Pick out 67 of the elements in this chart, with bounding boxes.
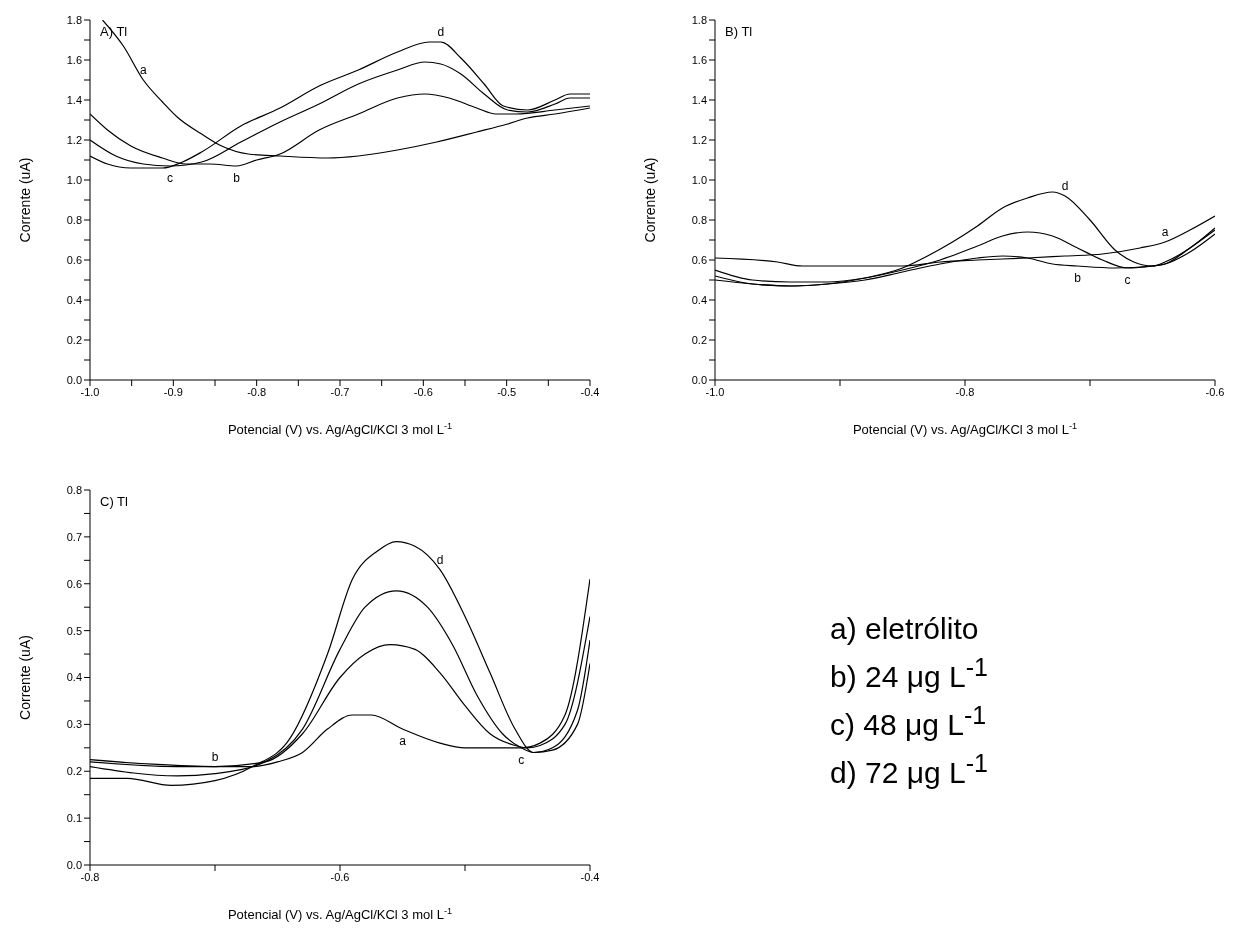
y-tick-label: 0.0 — [66, 858, 82, 871]
x-axis-title: Potencial (V) vs. Ag/AgCl/KCl 3 mol L$^{-1}$ — [227, 421, 453, 437]
x-tick-label: -0.8 — [80, 870, 100, 883]
series-label: a — [139, 63, 147, 77]
y-tick-label: 1.6 — [66, 53, 82, 66]
x-tick-label: -0.6 — [1205, 385, 1225, 398]
series-label: c — [518, 752, 525, 767]
x-tick-label: -0.9 — [163, 385, 183, 398]
x-tick-label: -1.0 — [705, 385, 725, 398]
chart-title: B) Tl — [725, 24, 753, 39]
y-tick-label: 1.2 — [66, 133, 82, 146]
series-label: b — [1074, 271, 1082, 285]
chart-title: C) Tl — [100, 494, 128, 509]
text: b) 24 μg L$^{-1}$ — [830, 652, 989, 695]
y-tick-label: 0.1 — [66, 812, 82, 825]
y-tick-label: 0.0 — [691, 373, 707, 386]
y-tick-label: 1.4 — [66, 93, 82, 106]
x-tick-label: -0.4 — [580, 870, 600, 883]
x-tick-label: -1.0 — [80, 385, 100, 398]
y-axis-title: Corrente (uA) — [16, 157, 33, 243]
y-axis-title: Corrente (uA) — [641, 157, 658, 243]
y-tick-label: 0.0 — [66, 373, 82, 386]
y-tick-label: 0.2 — [66, 333, 82, 346]
x-tick-label: -0.5 — [497, 385, 517, 398]
y-tick-label: 0.6 — [66, 253, 82, 266]
y-tick-label: 0.6 — [691, 253, 707, 266]
chart-title: A) Tl — [100, 24, 128, 39]
y-tick-label: 0.4 — [691, 293, 707, 306]
y-tick-label: 1.2 — [691, 133, 707, 146]
y-tick-label: 0.7 — [66, 530, 82, 543]
y-tick-label: 0.4 — [66, 293, 82, 306]
x-tick-label: -0.6 — [413, 385, 433, 398]
series-label: d — [1061, 179, 1069, 193]
y-tick-label: 1.8 — [66, 13, 82, 26]
series-label: b — [233, 171, 241, 185]
y-tick-label: 0.6 — [66, 577, 82, 590]
y-tick-label: 0.8 — [691, 213, 707, 226]
y-tick-label: 1.6 — [691, 53, 707, 66]
x-tick-label: -0.6 — [330, 870, 350, 883]
x-axis-title: Potencial (V) vs. Ag/AgCl/KCl 3 mol L$^{-1}$ — [227, 906, 453, 922]
y-tick-label: 1.8 — [691, 13, 707, 26]
x-axis-title: Potencial (V) vs. Ag/AgCl/KCl 3 mol L$^{-1}$ — [852, 421, 1078, 437]
series-label: c — [1124, 273, 1131, 287]
y-tick-label: 0.2 — [66, 765, 82, 778]
y-tick-label: 1.0 — [691, 173, 707, 186]
y-tick-label: 0.4 — [66, 671, 82, 684]
x-tick-label: -0.7 — [330, 385, 350, 398]
text: c) 48 μg L$^{-1}$ — [830, 700, 988, 743]
x-tick-label: -0.8 — [955, 385, 975, 398]
text: a) eletrólito — [830, 611, 980, 647]
y-tick-label: 1.0 — [66, 173, 82, 186]
series-label: a — [1161, 225, 1169, 239]
y-tick-label: 0.2 — [691, 333, 707, 346]
y-axis-title: Corrente (uA) — [16, 635, 33, 720]
y-tick-label: 0.8 — [66, 483, 82, 496]
series-label: c — [167, 171, 173, 185]
x-tick-label: -0.8 — [247, 385, 267, 398]
y-tick-label: 0.3 — [66, 718, 82, 731]
series-label: d — [436, 552, 444, 567]
series-label: a — [399, 734, 407, 749]
y-tick-label: 0.5 — [66, 624, 82, 637]
y-tick-label: 0.8 — [66, 213, 82, 226]
x-tick-label: -0.4 — [580, 385, 600, 398]
series-label: b — [211, 749, 219, 764]
y-tick-label: 1.4 — [691, 93, 707, 106]
series-label: d — [437, 25, 445, 39]
text: d) 72 μg L$^{-1}$ — [830, 748, 989, 791]
